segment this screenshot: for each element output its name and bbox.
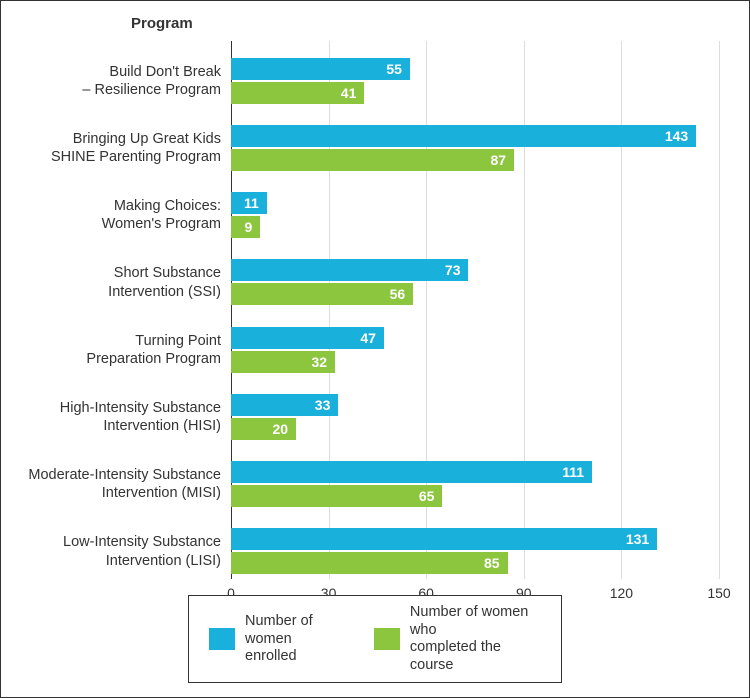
plot-area: 0306090120150Build Don't Break– Resilien…: [231, 41, 719, 579]
bar-enrolled: 33: [231, 394, 338, 416]
swatch-completed: [374, 628, 400, 650]
bar-group: Bringing Up Great KidsSHINE Parenting Pr…: [231, 125, 719, 171]
legend-label-completed: Number of women who completed the course: [410, 604, 541, 674]
category-label: Turning PointPreparation Program: [6, 332, 221, 368]
swatch-enrolled: [209, 628, 235, 650]
category-label: Bringing Up Great KidsSHINE Parenting Pr…: [6, 130, 221, 166]
y-axis-title: Program: [131, 15, 193, 32]
bar-enrolled: 47: [231, 327, 384, 349]
legend-label-enrolled: Number of women enrolled: [245, 613, 334, 665]
bar-completed: 41: [231, 82, 364, 104]
bar-group: Low-Intensity SubstanceIntervention (LIS…: [231, 528, 719, 574]
legend-item-enrolled: Number of women enrolled: [209, 613, 334, 665]
legend-item-completed: Number of women who completed the course: [374, 604, 541, 674]
bar-completed: 87: [231, 149, 514, 171]
bar-group: Making Choices:Women's Program119: [231, 192, 719, 238]
category-label: Moderate-Intensity SubstanceIntervention…: [6, 466, 221, 502]
bar-enrolled: 73: [231, 259, 468, 281]
category-label: Low-Intensity SubstanceIntervention (LIS…: [6, 533, 221, 569]
bar-enrolled: 11: [231, 192, 267, 214]
category-label: Short SubstanceIntervention (SSI): [6, 264, 221, 300]
bar-enrolled: 131: [231, 528, 657, 550]
bar-group: Short SubstanceIntervention (SSI)7356: [231, 259, 719, 305]
category-label: Build Don't Break– Resilience Program: [6, 63, 221, 99]
bar-enrolled: 55: [231, 58, 410, 80]
bar-group: Moderate-Intensity SubstanceIntervention…: [231, 461, 719, 507]
bar-group: Build Don't Break– Resilience Program554…: [231, 58, 719, 104]
bar-completed: 32: [231, 351, 335, 373]
bar-group: Turning PointPreparation Program4732: [231, 327, 719, 373]
bar-completed: 20: [231, 418, 296, 440]
bar-completed: 85: [231, 552, 508, 574]
bar-completed: 9: [231, 216, 260, 238]
x-tick-label: 120: [610, 585, 633, 601]
bar-enrolled: 143: [231, 125, 696, 147]
category-label: Making Choices:Women's Program: [6, 197, 221, 233]
program-waitlist-chart: Program 0306090120150Build Don't Break– …: [0, 0, 750, 698]
bar-completed: 65: [231, 485, 442, 507]
bar-completed: 56: [231, 283, 413, 305]
gridline: [719, 41, 720, 579]
bar-enrolled: 111: [231, 461, 592, 483]
legend: Number of women enrolled Number of women…: [188, 595, 562, 683]
x-tick-label: 150: [707, 585, 730, 601]
bar-group: High-Intensity SubstanceIntervention (HI…: [231, 394, 719, 440]
category-label: High-Intensity SubstanceIntervention (HI…: [6, 399, 221, 435]
